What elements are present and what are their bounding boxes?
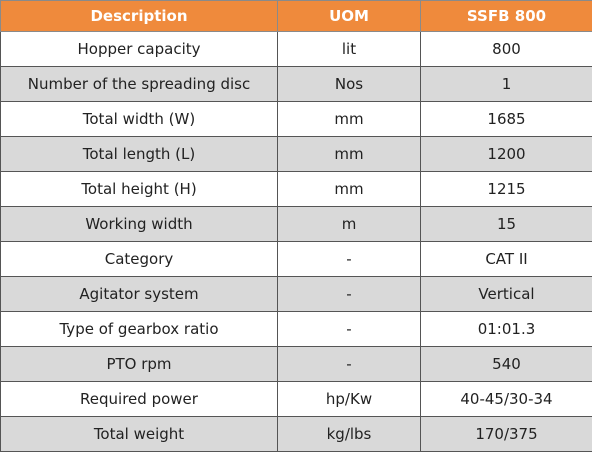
table-row: Type of gearbox ratio-01:01.3 [1,312,592,347]
table-cell: m [278,207,421,242]
table-cell: mm [278,172,421,207]
table-cell: 15 [421,207,592,242]
table-cell: 01:01.3 [421,312,592,347]
table-cell: - [278,277,421,312]
table-cell: Type of gearbox ratio [1,312,278,347]
table-cell: Vertical [421,277,592,312]
table-cell: Hopper capacity [1,32,278,67]
table-cell: 1215 [421,172,592,207]
table-row: Agitator system-Vertical [1,277,592,312]
header-cell: UOM [278,1,421,32]
table-cell: 170/375 [421,417,592,452]
table-cell: Agitator system [1,277,278,312]
table-cell: 1685 [421,102,592,137]
header-cell: Description [1,1,278,32]
table-cell: Total weight [1,417,278,452]
table-cell: mm [278,102,421,137]
table-cell: lit [278,32,421,67]
table-cell: Required power [1,382,278,417]
header-cell: SSFB 800 [421,1,592,32]
table-cell: - [278,242,421,277]
table-cell: Total length (L) [1,137,278,172]
table-cell: Total height (H) [1,172,278,207]
table-cell: Category [1,242,278,277]
table-cell: CAT II [421,242,592,277]
table-cell: Working width [1,207,278,242]
table-cell: Total width (W) [1,102,278,137]
table-cell: Number of the spreading disc [1,67,278,102]
table-cell: PTO rpm [1,347,278,382]
table-cell: 40-45/30-34 [421,382,592,417]
table-cell: hp/Kw [278,382,421,417]
table-cell: mm [278,137,421,172]
table-cell: 1 [421,67,592,102]
table-cell: 800 [421,32,592,67]
table-cell: 1200 [421,137,592,172]
table-cell: - [278,347,421,382]
table-row: PTO rpm-540 [1,347,592,382]
table-cell: - [278,312,421,347]
table-row: Category-CAT II [1,242,592,277]
table-cell: kg/lbs [278,417,421,452]
table-cell: Nos [278,67,421,102]
table-cell: 540 [421,347,592,382]
